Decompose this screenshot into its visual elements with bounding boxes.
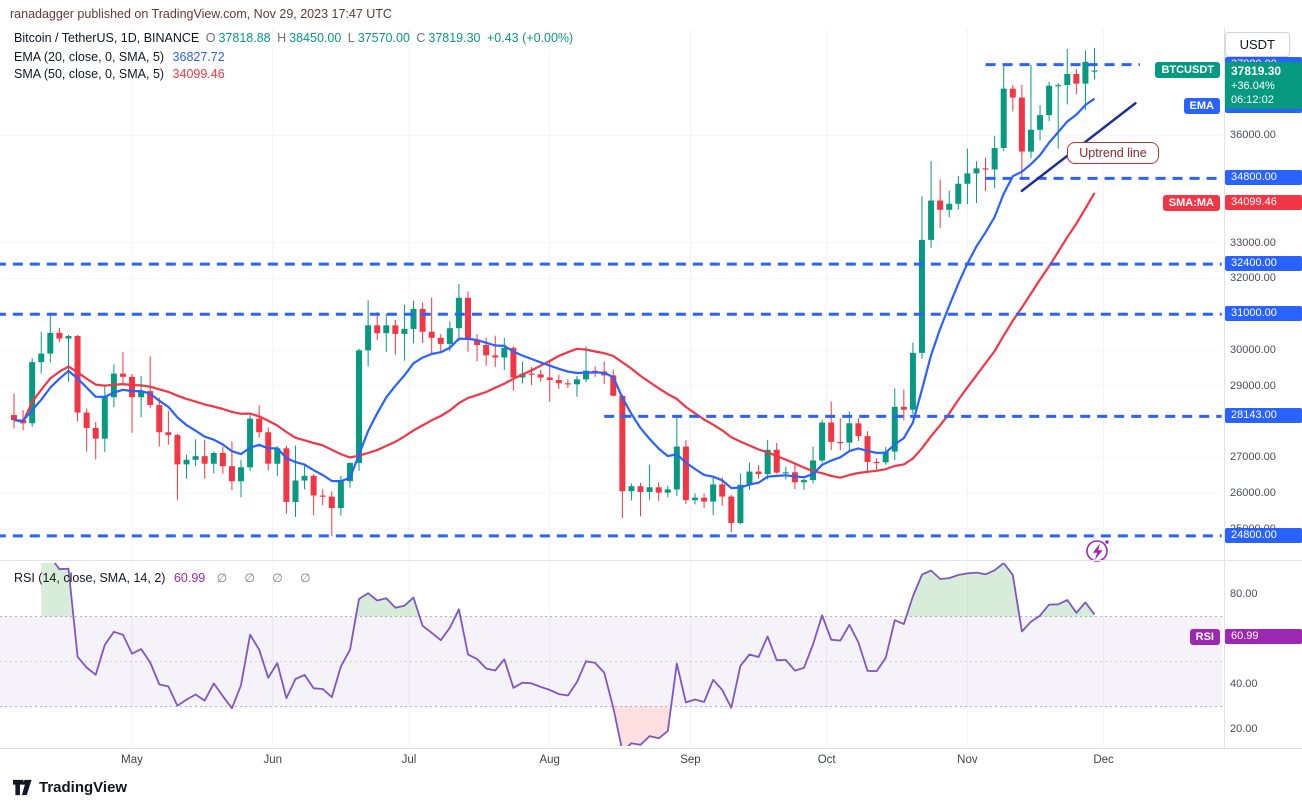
panel-divider[interactable] (0, 560, 1302, 561)
price-tick-label: 27000.00 (1230, 451, 1276, 464)
rsi-title: RSI (14, close, SMA, 14, 2) (14, 571, 166, 585)
time-axis[interactable]: May Jun Jul Aug Sep Oct Nov Dec (0, 748, 1302, 772)
ema-title: EMA (20, close, 0, SMA, 5) (14, 50, 165, 64)
symbol-title: Bitcoin / TetherUS, 1D, BINANCE (14, 31, 200, 45)
level-price-badge: 37980.00 (1225, 56, 1302, 72)
current-price: 37819.30 (1231, 64, 1282, 79)
rsi-tick-label: 80.00 (1230, 588, 1258, 600)
time-axis-label: Oct (817, 754, 836, 766)
time-axis-label: Sep (680, 754, 701, 766)
level-price-badge: 24800.00 (1225, 527, 1302, 543)
change-percent: +36.04% (1231, 80, 1275, 93)
rsi-tick-label: 20.00 (1230, 723, 1258, 735)
chart-canvas[interactable] (0, 0, 1224, 748)
rsi-value-badge: 60.99 (1225, 628, 1302, 644)
tradingview-logo[interactable]: TradingView (12, 778, 127, 797)
time-axis-label: Dec (1093, 754, 1114, 766)
level-price-badge: 32400.00 (1225, 256, 1302, 272)
price-tick-label: 29000.00 (1230, 379, 1276, 392)
ema-price-badge: 36827.72 (1225, 97, 1302, 113)
time-axis-label: Nov (957, 754, 978, 766)
time-axis-label: Jun (263, 754, 283, 766)
time-axis-label: Jul (401, 754, 417, 766)
bar-countdown: 06:12:02 (1231, 94, 1274, 107)
ma-lines (13, 97, 1096, 490)
flash-icon[interactable] (1086, 540, 1109, 562)
ohlc-values: O 37818.88 H 38450.00 L 37570.00 C 37819.30 … (205, 31, 574, 45)
tradingview-logo-icon (13, 779, 32, 796)
price-tick-label: 30000.00 (1230, 343, 1276, 356)
time-axis-label: Aug (539, 754, 560, 766)
support-resistance-lines[interactable] (0, 63, 1222, 538)
rsi-overbought-fill (41, 563, 1095, 617)
rsi-legend[interactable]: RSI (14, close, SMA, 14, 2) 60.99 ∅ ∅ ∅ … (14, 571, 318, 585)
rsi-plot (41, 563, 1096, 746)
price-tick-label: 32000.00 (1230, 272, 1276, 285)
change-value: +0.43 (+0.00%) (487, 31, 574, 45)
rsi-tick-label: 40.00 (1230, 678, 1258, 690)
published-header: ranadagger published on TradingView.com,… (10, 7, 392, 21)
symbol-legend[interactable]: Bitcoin / TetherUS, 1D, BINANCE O 37818.8… (14, 31, 573, 45)
sma-legend[interactable]: SMA (50, close, 0, SMA, 5) 34099.46 (14, 67, 225, 81)
rsi-hidden-values: ∅ ∅ ∅ ∅ (216, 571, 318, 585)
price-axis-border (1224, 28, 1225, 770)
candles-series (11, 47, 1098, 536)
price-tick-label: 36000.00 (1230, 129, 1276, 142)
ema-legend[interactable]: EMA (20, close, 0, SMA, 5) 36827.72 (14, 50, 225, 64)
rsi-value: 60.99 (173, 571, 206, 585)
price-tick-label: 26000.00 (1230, 487, 1276, 499)
current-price-badge: 37819.30 +36.04% 06:12:02 (1225, 62, 1302, 110)
level-price-badge: 28143.00 (1225, 408, 1302, 424)
sma-title: SMA (50, close, 0, SMA, 5) (14, 67, 165, 81)
ema-value: 36827.72 (172, 50, 225, 64)
price-tick-label: 25000.00 (1230, 522, 1276, 535)
sma-value: 34099.46 (172, 67, 225, 81)
currency-toggle-button[interactable]: USDT (1224, 32, 1290, 57)
price-tick-label: 33000.00 (1230, 236, 1276, 249)
tradingview-logo-text: TradingView (39, 779, 128, 796)
level-price-badge: 31000.00 (1225, 306, 1302, 322)
sma-price-badge: 34099.46 (1225, 195, 1302, 211)
time-axis-label: May (121, 754, 143, 766)
uptrend-line-callout[interactable]: Uptrend line (1067, 142, 1159, 165)
level-price-badge: 34800.00 (1225, 170, 1302, 186)
